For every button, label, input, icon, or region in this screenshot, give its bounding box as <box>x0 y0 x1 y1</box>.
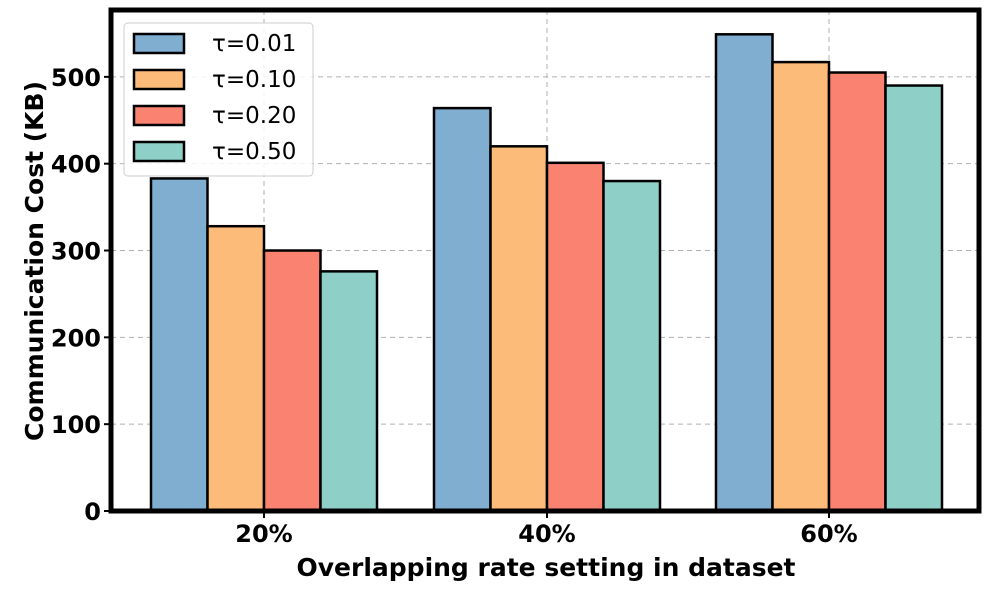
bar <box>602 179 662 513</box>
bar <box>149 177 209 513</box>
y-tick-label: 100 <box>51 411 101 439</box>
bars <box>149 33 944 513</box>
bar <box>432 106 492 513</box>
x-tick-label: 40% <box>518 520 575 548</box>
legend-label: τ=0.50 <box>212 139 296 165</box>
x-tick-label: 60% <box>800 520 857 548</box>
legend-swatch <box>132 140 186 163</box>
bar <box>884 84 944 513</box>
y-tick-label: 500 <box>51 64 101 92</box>
legend-swatch <box>132 104 186 127</box>
bar <box>771 60 831 513</box>
bar <box>206 224 266 513</box>
legend: τ=0.01 τ=0.10 τ=0.20 τ=0.50 <box>123 22 314 177</box>
y-tick-label: 0 <box>84 498 101 526</box>
legend-box <box>123 22 314 177</box>
y-tick-label: 200 <box>51 324 101 352</box>
legend-label: τ=0.20 <box>212 103 296 129</box>
legend-label: τ=0.01 <box>212 31 296 57</box>
bar <box>545 161 605 513</box>
y-axis-label: Communication Cost (KB) <box>20 81 49 441</box>
x-axis-label: Overlapping rate setting in dataset <box>297 553 796 582</box>
bar <box>827 71 887 513</box>
bar <box>489 145 549 513</box>
bar <box>714 33 774 513</box>
y-tick-label: 300 <box>51 238 101 266</box>
bar <box>262 249 322 513</box>
legend-label: τ=0.10 <box>212 67 296 93</box>
y-tick-label: 400 <box>51 151 101 179</box>
bar <box>319 270 379 513</box>
legend-swatch <box>132 68 186 91</box>
x-tick-label: 20% <box>235 520 292 548</box>
y-axis: 0 100 200 300 400 500 <box>51 64 111 526</box>
plot-frame <box>108 7 982 514</box>
x-axis: 20% 40% 60% <box>235 511 858 548</box>
legend-swatch <box>132 32 186 55</box>
